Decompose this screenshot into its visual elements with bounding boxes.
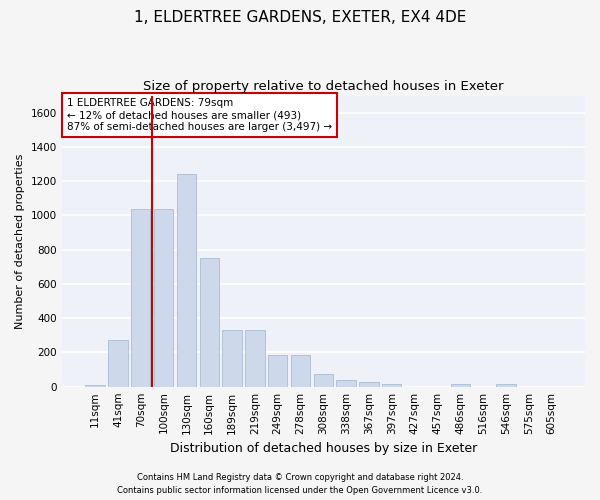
Bar [359, 382, 379, 386]
Bar [85, 385, 105, 386]
Title: Size of property relative to detached houses in Exeter: Size of property relative to detached ho… [143, 80, 503, 93]
Bar [200, 258, 219, 386]
Bar [291, 355, 310, 386]
Bar [496, 384, 515, 386]
Bar [314, 374, 333, 386]
Text: Contains HM Land Registry data © Crown copyright and database right 2024.
Contai: Contains HM Land Registry data © Crown c… [118, 474, 482, 495]
Text: 1, ELDERTREE GARDENS, EXETER, EX4 4DE: 1, ELDERTREE GARDENS, EXETER, EX4 4DE [134, 10, 466, 25]
X-axis label: Distribution of detached houses by size in Exeter: Distribution of detached houses by size … [170, 442, 477, 455]
Y-axis label: Number of detached properties: Number of detached properties [15, 154, 25, 329]
Bar [131, 208, 151, 386]
Bar [268, 355, 287, 386]
Bar [223, 330, 242, 386]
Bar [451, 384, 470, 386]
Bar [245, 330, 265, 386]
Bar [154, 208, 173, 386]
Bar [337, 380, 356, 386]
Text: 1 ELDERTREE GARDENS: 79sqm
← 12% of detached houses are smaller (493)
87% of sem: 1 ELDERTREE GARDENS: 79sqm ← 12% of deta… [67, 98, 332, 132]
Bar [108, 340, 128, 386]
Bar [177, 174, 196, 386]
Bar [382, 384, 401, 386]
